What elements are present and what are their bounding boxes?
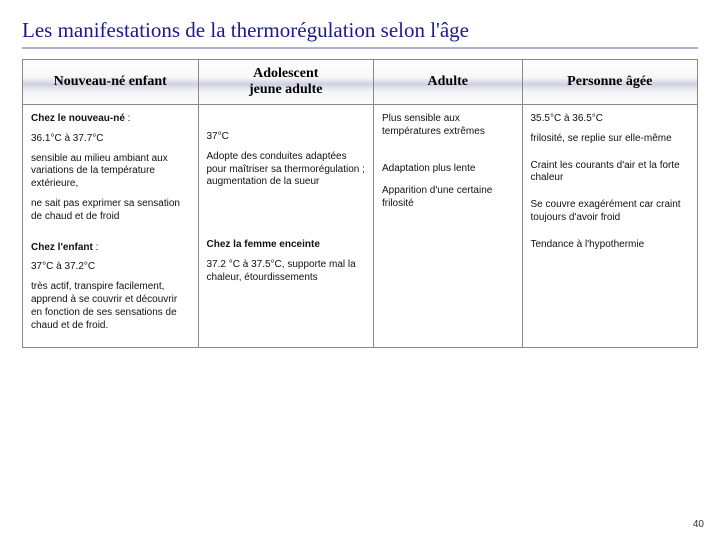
text: Adopte des conduites adaptées pour maîtr… <box>207 151 366 189</box>
cell-elderly: 35.5°C à 36.5°C frilosité, se replie sur… <box>522 105 698 348</box>
text: 36.1°C à 37.7°C <box>31 133 190 146</box>
header-newborn: Nouveau-né enfant <box>23 60 199 105</box>
text: sensible au milieu ambiant aux variation… <box>31 153 190 191</box>
text: : <box>93 242 99 253</box>
page-number: 40 <box>693 519 704 530</box>
text: très actif, transpire facilement, appren… <box>31 281 190 332</box>
text: Craint les courants d'air et la forte ch… <box>531 160 690 186</box>
header-elderly: Personne âgée <box>522 60 698 105</box>
text: 37.2 °C à 37.5°C, supporte mal la chaleu… <box>207 259 366 285</box>
cell-adult: Plus sensible aux températures extrêmes … <box>374 105 523 348</box>
text: : <box>125 113 131 124</box>
text: frilosité, se replie sur elle-même <box>531 133 690 146</box>
text: Tendance à l'hypothermie <box>531 239 690 252</box>
text: 37°C <box>207 131 366 144</box>
text: ne sait pas exprimer sa sensation de cha… <box>31 198 190 224</box>
cell-newborn: Chez le nouveau-né : 36.1°C à 37.7°C sen… <box>23 105 199 348</box>
header-adolescent: Adolescent jeune adulte <box>198 60 374 105</box>
text: Plus sensible aux températures extrêmes <box>382 113 514 139</box>
slide-title: Les manifestations de la thermorégulatio… <box>22 18 698 49</box>
text: Se couvre exagérément car craint toujour… <box>531 199 690 225</box>
text: Apparition d'une certaine frilosité <box>382 185 514 211</box>
label-newborn: Chez le nouveau-né <box>31 113 125 124</box>
header-adult: Adulte <box>374 60 523 105</box>
cell-adolescent: 37°C Adopte des conduites adaptées pour … <box>198 105 374 348</box>
label-child: Chez l'enfant <box>31 242 93 253</box>
thermo-table: Nouveau-né enfant Adolescent jeune adult… <box>22 59 698 348</box>
text: 37°C à 37.2°C <box>31 261 190 274</box>
text: Adaptation plus lente <box>382 163 514 176</box>
label-pregnant: Chez la femme enceinte <box>207 239 320 250</box>
text: 35.5°C à 36.5°C <box>531 113 690 126</box>
